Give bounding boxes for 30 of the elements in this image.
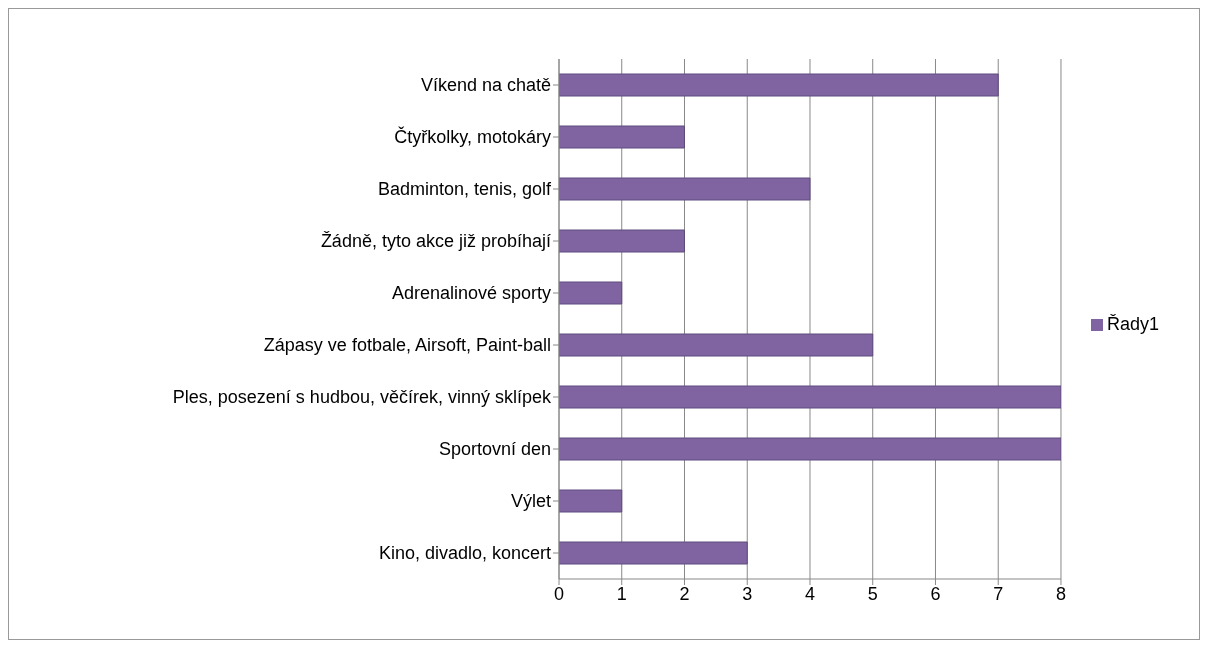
bar: [559, 73, 999, 97]
bar: [559, 177, 811, 201]
x-tick-label: 5: [867, 583, 878, 604]
x-tick-label: 4: [804, 583, 815, 604]
y-tick-label: Kino, divadlo, koncert: [378, 543, 551, 564]
y-tick-label: Sportovní den: [438, 439, 551, 460]
y-tick-label: Badminton, tenis, golf: [377, 179, 552, 200]
bar: [559, 385, 1061, 409]
x-tick-label: 0: [553, 583, 565, 604]
bar: [559, 333, 874, 357]
x-tick-label: 6: [930, 583, 941, 604]
x-tick-label: 3: [742, 583, 753, 604]
y-tick-label: Adrenalinové sporty: [391, 283, 551, 304]
x-tick-label: 2: [679, 583, 690, 604]
y-tick-label: Žádně, tyto akce již probíhají: [320, 231, 551, 252]
bar: [559, 437, 1061, 461]
y-tick-label: Výlet: [510, 491, 551, 512]
y-tick-label: Čtyřkolky, motokáry: [394, 126, 551, 148]
y-tick-label: Ples, posezení s hudbou, věčírek, vinný sklípek: [172, 387, 552, 408]
y-tick-label: Zápasy ve fotbale, Airsoft, Paint-ball: [263, 335, 551, 356]
x-tick-label: 8: [1055, 583, 1066, 604]
x-tick-label: 7: [993, 583, 1004, 604]
y-tick-label: Víkend na chatě: [420, 75, 551, 96]
bar: [559, 489, 623, 513]
bar: [559, 281, 623, 305]
x-tick-label: 1: [616, 583, 627, 604]
bar: [559, 229, 685, 253]
legend-label: Řady1: [1106, 313, 1159, 334]
bar: [559, 125, 685, 149]
bar: [559, 541, 748, 565]
